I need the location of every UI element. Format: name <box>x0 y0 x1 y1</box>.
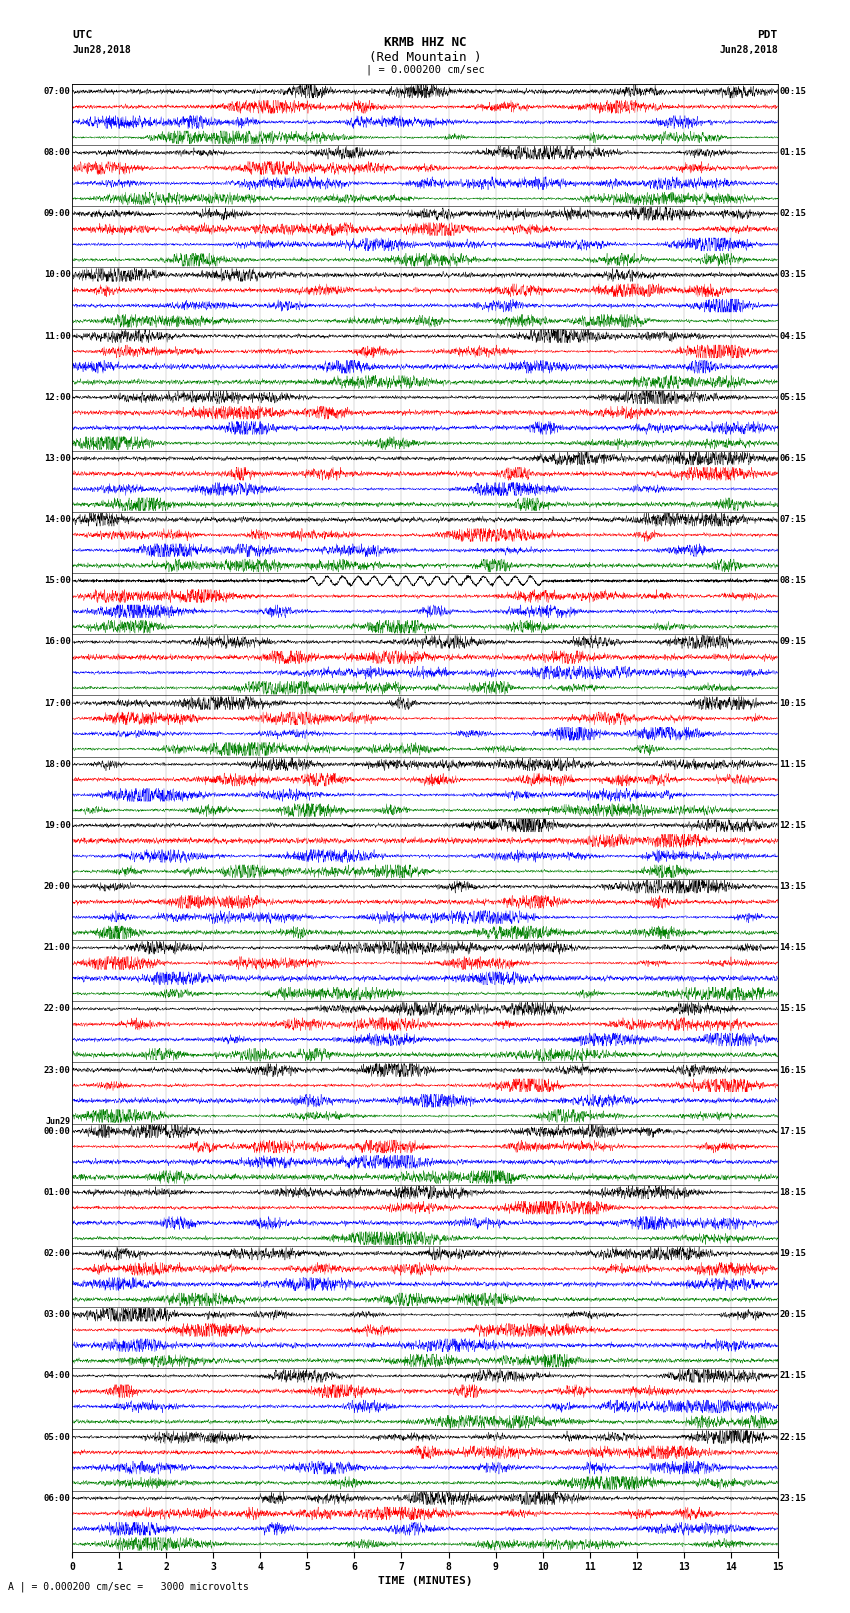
Text: 03:00: 03:00 <box>44 1310 71 1319</box>
Text: 21:15: 21:15 <box>779 1371 806 1381</box>
Text: 11:15: 11:15 <box>779 760 806 769</box>
Text: Jun28,2018: Jun28,2018 <box>719 45 778 55</box>
Text: Jun28,2018: Jun28,2018 <box>72 45 131 55</box>
Text: 16:15: 16:15 <box>779 1066 806 1074</box>
Text: 22:15: 22:15 <box>779 1432 806 1442</box>
Text: 09:15: 09:15 <box>779 637 806 647</box>
Text: KRMB HHZ NC: KRMB HHZ NC <box>383 35 467 50</box>
Text: 23:15: 23:15 <box>779 1494 806 1503</box>
Text: 02:00: 02:00 <box>44 1248 71 1258</box>
Text: 22:00: 22:00 <box>44 1005 71 1013</box>
X-axis label: TIME (MINUTES): TIME (MINUTES) <box>377 1576 473 1586</box>
Text: 23:00: 23:00 <box>44 1066 71 1074</box>
Text: 04:15: 04:15 <box>779 332 806 340</box>
Text: 12:15: 12:15 <box>779 821 806 831</box>
Text: 06:15: 06:15 <box>779 453 806 463</box>
Text: 20:15: 20:15 <box>779 1310 806 1319</box>
Text: 19:15: 19:15 <box>779 1248 806 1258</box>
Text: 00:00: 00:00 <box>44 1127 71 1136</box>
Text: 06:00: 06:00 <box>44 1494 71 1503</box>
Text: 03:15: 03:15 <box>779 271 806 279</box>
Text: PDT: PDT <box>757 31 778 40</box>
Text: 11:00: 11:00 <box>44 332 71 340</box>
Text: Jun29: Jun29 <box>46 1116 71 1126</box>
Text: (Red Mountain ): (Red Mountain ) <box>369 50 481 65</box>
Text: 14:00: 14:00 <box>44 515 71 524</box>
Text: 07:15: 07:15 <box>779 515 806 524</box>
Text: 19:00: 19:00 <box>44 821 71 831</box>
Text: 05:00: 05:00 <box>44 1432 71 1442</box>
Text: 09:00: 09:00 <box>44 210 71 218</box>
Text: A | = 0.000200 cm/sec =   3000 microvolts: A | = 0.000200 cm/sec = 3000 microvolts <box>8 1582 249 1592</box>
Text: UTC: UTC <box>72 31 93 40</box>
Text: 13:15: 13:15 <box>779 882 806 890</box>
Text: 20:00: 20:00 <box>44 882 71 890</box>
Text: 05:15: 05:15 <box>779 394 806 402</box>
Text: 02:15: 02:15 <box>779 210 806 218</box>
Text: 17:15: 17:15 <box>779 1127 806 1136</box>
Text: 08:00: 08:00 <box>44 148 71 156</box>
Text: 12:00: 12:00 <box>44 394 71 402</box>
Text: 04:00: 04:00 <box>44 1371 71 1381</box>
Text: 21:00: 21:00 <box>44 944 71 952</box>
Text: 15:15: 15:15 <box>779 1005 806 1013</box>
Text: 14:15: 14:15 <box>779 944 806 952</box>
Text: 18:15: 18:15 <box>779 1187 806 1197</box>
Text: 01:15: 01:15 <box>779 148 806 156</box>
Text: 16:00: 16:00 <box>44 637 71 647</box>
Text: 01:00: 01:00 <box>44 1187 71 1197</box>
Text: 10:15: 10:15 <box>779 698 806 708</box>
Text: 00:15: 00:15 <box>779 87 806 97</box>
Text: 13:00: 13:00 <box>44 453 71 463</box>
Text: | = 0.000200 cm/sec: | = 0.000200 cm/sec <box>366 65 484 76</box>
Text: 07:00: 07:00 <box>44 87 71 97</box>
Text: 15:00: 15:00 <box>44 576 71 586</box>
Text: 17:00: 17:00 <box>44 698 71 708</box>
Text: 10:00: 10:00 <box>44 271 71 279</box>
Text: 18:00: 18:00 <box>44 760 71 769</box>
Text: 08:15: 08:15 <box>779 576 806 586</box>
